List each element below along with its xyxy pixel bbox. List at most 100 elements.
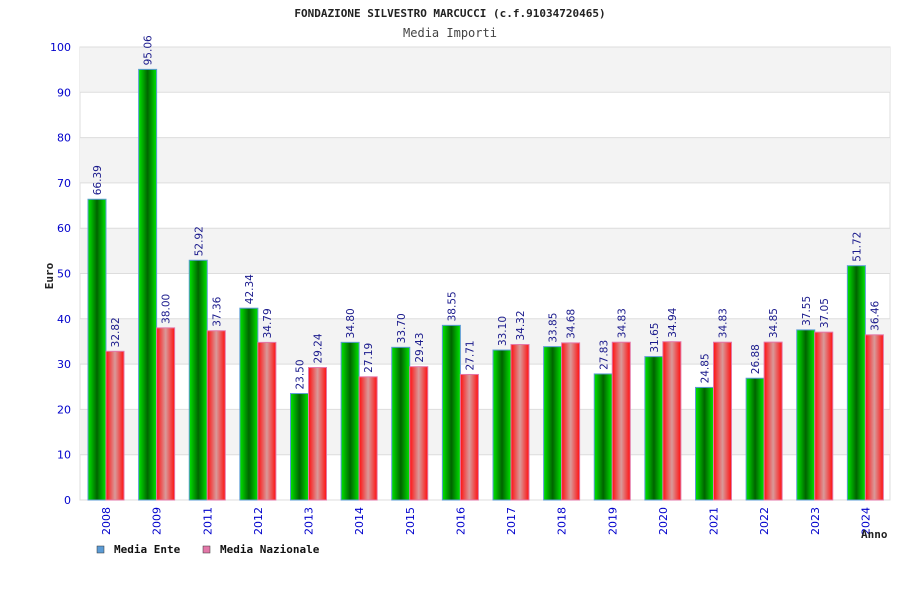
data-label: 24.85 (700, 353, 712, 383)
legend-swatch-media-nazionale (202, 545, 211, 554)
y-tick-label: 80 (57, 132, 71, 145)
data-label: 26.88 (750, 344, 762, 374)
y-axis-label: Euro (43, 262, 56, 289)
bar-media-ente-2016 (441, 324, 461, 501)
chart-subtitle: Media Importi (403, 26, 497, 40)
x-tick-label: 2019 (606, 507, 619, 535)
x-tick-label: 2008 (100, 507, 113, 535)
data-label: 27.83 (598, 340, 610, 370)
bar-media-nazionale-2020 (662, 341, 682, 501)
data-label: 66.39 (92, 165, 104, 195)
y-tick-label: 40 (57, 313, 71, 326)
bar-media-nazionale-2017 (510, 344, 530, 501)
y-tick-label: 60 (57, 222, 71, 235)
data-label: 29.43 (414, 333, 426, 363)
bar-media-ente-2023 (796, 329, 816, 501)
bar-media-ente-2020 (644, 356, 664, 501)
data-label: 37.05 (819, 298, 831, 328)
data-label: 34.85 (768, 308, 780, 338)
data-label: 52.92 (193, 226, 205, 256)
data-label: 34.83 (616, 308, 628, 338)
y-tick-label: 90 (57, 86, 71, 99)
legend-label-media-nazionale: Media Nazionale (220, 543, 320, 556)
data-label: 33.85 (548, 313, 560, 343)
bar-media-ente-2015 (391, 346, 411, 501)
grid-band (80, 137, 890, 183)
bar-media-ente-2008 (87, 198, 107, 501)
bar-media-nazionale-2013 (308, 367, 327, 501)
bar-media-ente-2018 (543, 346, 563, 501)
x-axis-label: Anno (861, 528, 888, 541)
data-label: 38.55 (446, 291, 458, 321)
data-label: 95.06 (143, 35, 155, 65)
bar-media-ente-2012 (239, 307, 259, 501)
x-tick-label: 2014 (353, 507, 366, 535)
data-label: 31.65 (649, 323, 661, 353)
y-tick-label: 50 (57, 268, 71, 281)
x-tick-label: 2009 (151, 507, 164, 535)
y-tick-label: 0 (64, 494, 71, 507)
bar-media-ente-2013 (290, 393, 309, 501)
data-label: 34.79 (262, 308, 274, 338)
x-tick-label: 2017 (505, 507, 518, 535)
legend-label-media-ente: Media Ente (114, 543, 181, 556)
legend-swatch-media-ente (96, 545, 105, 554)
x-tick-label: 2022 (758, 507, 771, 535)
y-tick-label: 10 (57, 449, 71, 462)
data-label: 34.94 (667, 307, 679, 337)
bar-media-nazionale-2021 (713, 341, 732, 501)
y-tick-label: 20 (57, 403, 71, 416)
data-label: 27.19 (363, 343, 375, 373)
bar-media-nazionale-2018 (561, 342, 581, 501)
chart-title: FONDAZIONE SILVESTRO MARCUCCI (c.f.91034… (294, 7, 605, 20)
bar-media-nazionale-2015 (409, 366, 429, 501)
bar-media-nazionale-2022 (763, 341, 783, 501)
x-tick-label: 2018 (556, 507, 569, 535)
x-tick-label: 2020 (657, 507, 670, 535)
bar-media-nazionale-2023 (814, 331, 834, 501)
legend: Media Ente Media Nazionale (96, 543, 320, 556)
data-label: 37.36 (211, 296, 223, 326)
x-tick-label: 2023 (809, 507, 822, 535)
bar-media-ente-2009 (138, 68, 158, 501)
data-label: 34.68 (566, 309, 578, 339)
data-label: 32.82 (110, 317, 122, 347)
bar-media-nazionale-2008 (105, 350, 125, 501)
x-tick-label: 2024 (859, 507, 872, 535)
bar-media-nazionale-2012 (257, 341, 277, 501)
bar-media-nazionale-2011 (206, 330, 226, 501)
y-tick-label: 100 (50, 41, 71, 54)
bar-media-ente-2024 (846, 265, 866, 501)
x-tick-label: 2016 (454, 507, 467, 535)
bar-media-ente-2019 (593, 373, 613, 501)
data-label: 29.24 (313, 333, 325, 363)
data-label: 27.71 (464, 340, 476, 370)
data-label: 37.55 (801, 296, 813, 326)
x-tick-label: 2021 (708, 507, 721, 535)
data-label: 36.46 (869, 300, 881, 330)
bar-media-nazionale-2016 (459, 373, 479, 501)
data-label: 34.32 (515, 310, 527, 340)
bar-media-nazionale-2024 (864, 334, 884, 501)
bar-media-ente-2017 (492, 349, 512, 501)
data-label: 33.10 (497, 316, 509, 346)
y-tick-label: 30 (57, 358, 71, 371)
grid-band (80, 228, 890, 274)
bar-media-ente-2014 (340, 341, 360, 501)
x-tick-label: 2013 (303, 507, 316, 535)
bar-media-ente-2021 (695, 386, 714, 501)
bar-media-ente-2011 (188, 259, 208, 501)
y-tick-label: 70 (57, 177, 71, 190)
bar-media-nazionale-2009 (156, 327, 176, 501)
data-label: 33.70 (396, 313, 408, 343)
bar-media-nazionale-2014 (358, 376, 378, 501)
data-label: 38.00 (161, 294, 173, 324)
x-tick-label: 2011 (201, 507, 214, 535)
data-label: 42.34 (244, 274, 256, 304)
data-label: 23.50 (295, 359, 307, 389)
grid-band (80, 47, 890, 93)
data-label: 34.83 (718, 308, 730, 338)
bar-media-ente-2022 (745, 377, 765, 501)
data-label: 34.80 (345, 308, 357, 338)
